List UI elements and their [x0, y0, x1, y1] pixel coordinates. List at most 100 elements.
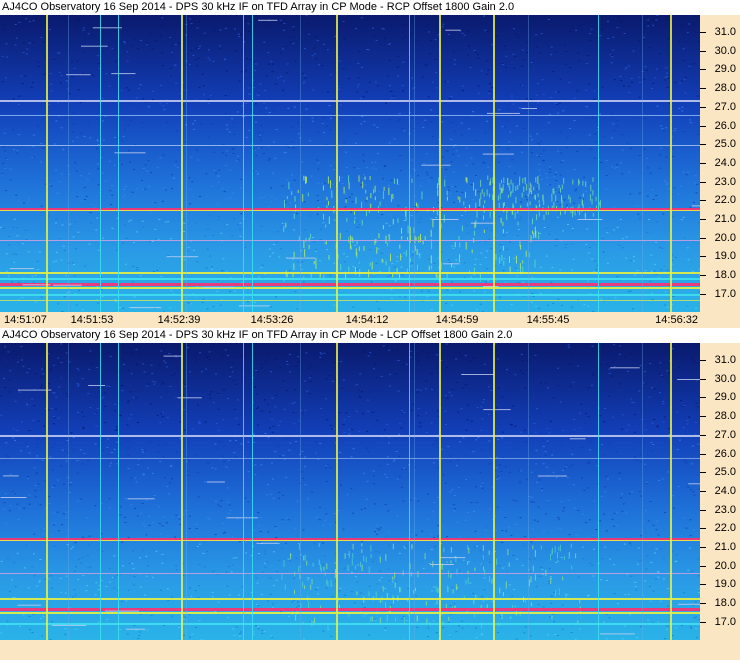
noise-speck: [674, 127, 677, 129]
noise-speck: [445, 302, 448, 304]
noise-speck: [250, 555, 253, 557]
noise-speck: [461, 30, 464, 32]
noise-speck: [574, 638, 577, 640]
noise-speck: [447, 81, 449, 83]
noise-speck: [474, 140, 477, 141]
noise-speck: [662, 400, 665, 402]
noise-speck: [680, 219, 683, 221]
emission-speck: [302, 581, 304, 588]
noise-speck: [414, 595, 417, 597]
noise-speck: [322, 222, 325, 224]
noise-speck: [390, 289, 393, 291]
emission-speck: [361, 564, 363, 572]
noise-speck: [538, 143, 541, 145]
noise-speck: [309, 621, 312, 622]
noise-speck: [450, 281, 453, 283]
noise-speck: [605, 475, 608, 477]
noise-speck: [279, 52, 282, 54]
noise-speck: [33, 405, 36, 407]
noise-speck: [160, 35, 163, 37]
noise-speck: [466, 512, 469, 514]
noise-speck: [65, 80, 68, 82]
noise-speck: [154, 202, 157, 204]
noise-speck: [304, 77, 307, 79]
noise-speck: [697, 575, 700, 577]
emission-speck: [450, 547, 452, 553]
noise-speck: [2, 377, 5, 379]
noise-speck: [617, 16, 620, 18]
noise-speck: [462, 387, 465, 389]
noise-speck: [40, 376, 42, 378]
noise-speck: [564, 63, 567, 65]
noise-speck: [151, 90, 154, 92]
noise-speck: [351, 201, 354, 203]
noise-speck: [571, 447, 574, 449]
noise-speck: [544, 433, 547, 435]
noise-speck: [437, 638, 440, 640]
noise-speck: [118, 371, 121, 373]
noise-speck: [287, 146, 290, 148]
noise-speck: [272, 110, 275, 112]
emission-speck: [503, 260, 505, 266]
noise-speck: [357, 86, 359, 88]
noise-speck: [515, 638, 518, 640]
noise-speck: [556, 635, 559, 636]
noise-speck: [116, 428, 118, 430]
noise-speck: [317, 183, 320, 185]
noise-speck: [446, 397, 449, 399]
noise-speck: [644, 463, 647, 465]
noise-speck: [69, 482, 72, 483]
noise-speck: [73, 264, 76, 265]
noise-speck: [414, 466, 417, 468]
noise-speck: [278, 559, 281, 561]
noise-speck: [401, 24, 403, 26]
noise-speck: [402, 61, 405, 63]
noise-speck: [231, 362, 234, 364]
noise-speck: [333, 262, 336, 264]
noise-speck: [660, 374, 663, 376]
noise-speck: [551, 454, 554, 456]
noise-speck: [350, 456, 353, 458]
noise-speck: [611, 375, 614, 377]
noise-speck: [125, 600, 128, 602]
noise-speck: [191, 181, 194, 183]
emission-speck: [555, 195, 557, 202]
noise-speck: [652, 18, 654, 20]
emission-speck: [510, 191, 512, 197]
noise-speck: [589, 293, 592, 295]
emission-speck: [483, 566, 485, 571]
noise-speck: [289, 146, 292, 148]
noise-speck: [222, 152, 225, 154]
emission-speck: [467, 545, 469, 550]
noise-speck: [238, 635, 241, 637]
noise-speck: [636, 563, 639, 565]
noise-speck: [124, 185, 127, 187]
emission-speck: [294, 196, 296, 202]
noise-speck: [362, 154, 365, 156]
noise-speck: [488, 463, 491, 465]
noise-speck: [185, 456, 188, 458]
noise-speck: [324, 398, 327, 400]
noise-speck: [472, 111, 475, 113]
noise-speck: [395, 451, 398, 452]
noise-speck: [583, 304, 586, 306]
noise-speck: [396, 515, 399, 517]
noise-speck: [118, 162, 121, 164]
emission-speck: [435, 271, 437, 278]
noise-speck: [682, 405, 685, 407]
noise-speck: [588, 83, 591, 85]
noise-speck: [472, 451, 475, 453]
noise-speck: [76, 460, 79, 462]
noise-speck: [76, 196, 79, 197]
noise-speck: [266, 600, 269, 602]
noise-speck: [373, 503, 376, 505]
noise-speck: [540, 105, 543, 107]
noise-speck: [531, 496, 534, 498]
noise-speck: [360, 184, 363, 186]
noise-speck: [194, 627, 197, 628]
noise-speck: [348, 429, 351, 431]
noise-speck: [234, 408, 236, 410]
noise-speck: [162, 456, 165, 458]
emission-speck: [383, 186, 385, 191]
noise-speck: [260, 594, 263, 595]
